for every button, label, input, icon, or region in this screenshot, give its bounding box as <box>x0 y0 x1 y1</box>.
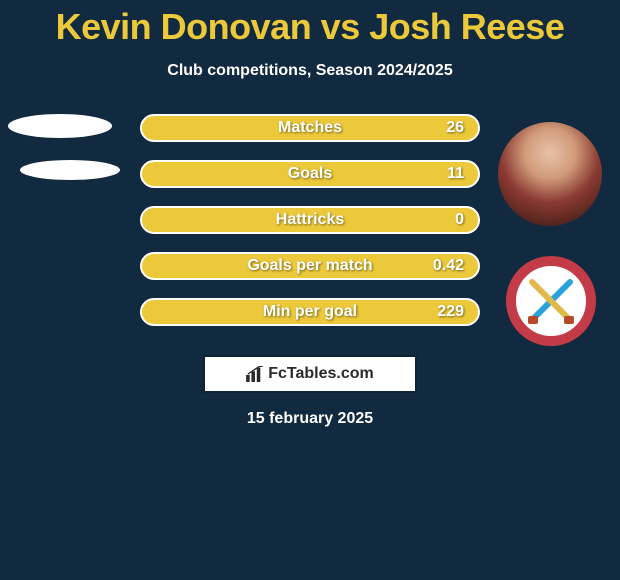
stat-bar: Matches 26 <box>140 114 480 142</box>
stat-label: Goals per match <box>247 257 372 275</box>
stat-bar: Hattricks 0 <box>140 206 480 234</box>
stat-bar: Min per goal 229 <box>140 298 480 326</box>
page-title: Kevin Donovan vs Josh Reese <box>0 0 620 48</box>
brand-text: FcTables.com <box>268 365 374 383</box>
stat-label: Min per goal <box>263 303 357 321</box>
brand-bars-icon <box>246 366 264 382</box>
brand-box: FcTables.com <box>203 355 417 393</box>
stat-label: Goals <box>288 165 332 183</box>
stat-bar: Goals per match 0.42 <box>140 252 480 280</box>
subtitle: Club competitions, Season 2024/2025 <box>0 62 620 80</box>
club-badge <box>506 256 596 346</box>
stat-value: 0.42 <box>433 257 464 275</box>
stat-label: Matches <box>278 119 342 137</box>
stat-value: 229 <box>437 303 464 321</box>
stat-bar: Goals 11 <box>140 160 480 188</box>
stat-value: 11 <box>447 165 464 183</box>
stat-label: Hattricks <box>276 211 344 229</box>
stat-value: 26 <box>446 119 464 137</box>
stat-value: 0 <box>455 211 464 229</box>
date-text: 15 february 2025 <box>0 410 620 428</box>
crossed-swords-icon <box>524 274 578 328</box>
player-avatar <box>498 122 602 226</box>
club-badge-inner <box>516 266 586 336</box>
